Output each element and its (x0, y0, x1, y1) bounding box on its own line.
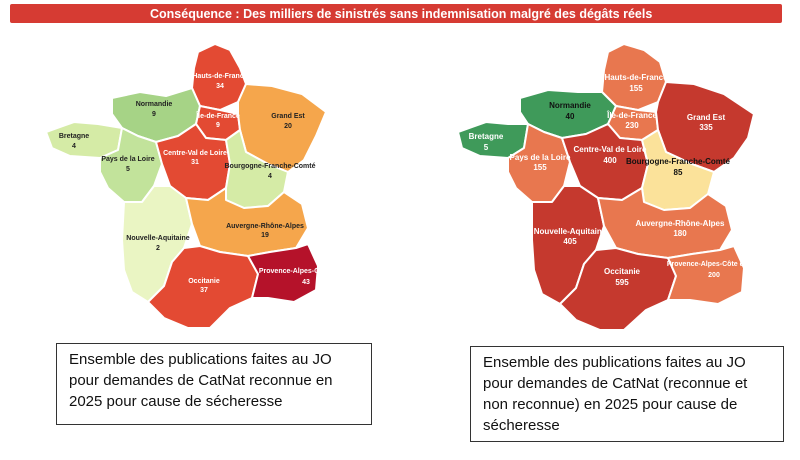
label-provence-alpes-cote-d-azur: Provence-Alpes-Côte d'Azur (259, 268, 354, 275)
caption-recognized-map: Ensemble des publications faites au JO p… (56, 343, 372, 425)
label-auvergne-rhone-alpes: Auvergne-Rhône-Alpes (226, 223, 304, 230)
label-grand-est: Grand Est (687, 113, 726, 122)
value-bretagne: 5 (484, 143, 489, 152)
region-labels: Hauts-de-France 155 Normandie 40 Île-de-… (469, 73, 762, 287)
value-normandie: 9 (152, 111, 156, 118)
value-hauts-de-france: 155 (629, 84, 643, 93)
label-ile-de-france: Île-de-France (195, 111, 240, 120)
label-normandie: Normandie (549, 101, 591, 110)
region-pays-de-la-loire (507, 123, 571, 203)
region-provence-alpes-cote-d-azur (247, 243, 319, 303)
label-bretagne: Bretagne (469, 132, 504, 141)
label-centre-val-de-loire: Centre-Val de Loire (163, 150, 227, 157)
value-bourgogne-franche-comte: 4 (268, 173, 272, 180)
value-grand-est: 20 (284, 123, 292, 130)
value-pays-de-la-loire: 155 (533, 163, 547, 172)
caption-all-requests-map: Ensemble des publications faites au JO p… (470, 346, 784, 442)
region-labels: Hauts-de-France 34 Normandie 9 Île-de-Fr… (59, 73, 354, 294)
drought-map-all-requests: Hauts-de-France 155 Normandie 40 Île-de-… (457, 43, 762, 331)
label-nouvelle-aquitaine: Nouvelle-Aquitaine (534, 227, 607, 236)
value-ile-de-france: 9 (216, 122, 220, 129)
label-bourgogne-franche-comte: Bourgogne-Franche-Comté (626, 157, 731, 166)
label-auvergne-rhone-alpes: Auvergne-Rhône-Alpes (636, 219, 725, 228)
value-grand-est: 335 (699, 123, 713, 132)
value-normandie: 40 (566, 112, 575, 121)
value-auvergne-rhone-alpes: 180 (673, 229, 687, 238)
value-occitanie: 595 (615, 278, 629, 287)
value-bretagne: 4 (72, 143, 76, 150)
value-occitanie: 37 (200, 287, 208, 294)
label-provence-alpes-cote-d-azur: Provence-Alpes-Côte d'Azur (667, 261, 762, 268)
region-provence-alpes-cote-d-azur (667, 245, 745, 305)
banner-title: Conséquence : Des milliers de sinistrés … (10, 4, 782, 23)
value-provence-alpes-cote-d-azur: 200 (708, 272, 720, 279)
label-pays-de-la-loire: Pays de la Loire (101, 156, 154, 163)
value-bourgogne-franche-comte: 85 (674, 168, 683, 177)
value-nouvelle-aquitaine: 405 (563, 237, 577, 246)
value-provence-alpes-cote-d-azur: 43 (302, 279, 310, 286)
value-auvergne-rhone-alpes: 19 (261, 232, 269, 239)
region-pays-de-la-loire (99, 127, 163, 203)
label-normandie: Normandie (136, 101, 173, 108)
drought-map-recognized: Hauts-de-France 34 Normandie 9 Île-de-Fr… (45, 43, 354, 329)
value-centre-val-de-loire: 31 (191, 159, 199, 166)
value-hauts-de-france: 34 (216, 83, 224, 90)
label-grand-est: Grand Est (271, 113, 305, 120)
label-hauts-de-france: Hauts-de-France (192, 73, 247, 80)
label-pays-de-la-loire: Pays de la Loire (510, 153, 571, 162)
label-occitanie: Occitanie (604, 267, 641, 276)
value-pays-de-la-loire: 5 (126, 166, 130, 173)
label-centre-val-de-loire: Centre-Val de Loire (574, 145, 647, 154)
label-occitanie: Occitanie (188, 278, 220, 285)
value-ile-de-france: 230 (625, 121, 639, 130)
label-bourgogne-franche-comte: Bourgogne-Franche-Comté (225, 163, 316, 170)
value-nouvelle-aquitaine: 2 (156, 245, 160, 252)
label-hauts-de-france: Hauts-de-France (604, 73, 668, 82)
label-nouvelle-aquitaine: Nouvelle-Aquitaine (126, 235, 190, 242)
label-ile-de-france: Île-de-France (606, 111, 657, 120)
label-bretagne: Bretagne (59, 133, 89, 140)
value-centre-val-de-loire: 400 (603, 156, 617, 165)
